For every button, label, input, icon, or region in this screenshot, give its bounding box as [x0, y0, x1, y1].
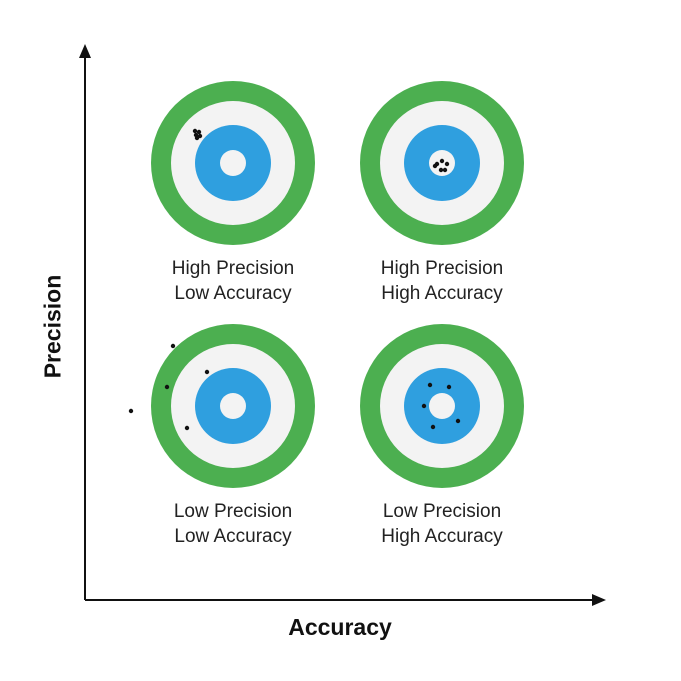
shot-dot: [170, 343, 176, 349]
shot-dot: [439, 158, 445, 164]
y-axis-title: Precision: [39, 274, 66, 379]
x-axis-arrow: [592, 594, 606, 606]
target-label-hp-la: High Precision Low Accuracy: [171, 258, 295, 304]
shot-dot: [427, 382, 433, 388]
shot-dot: [432, 163, 438, 169]
shot-dot: [194, 135, 200, 141]
target-lp-ha: [360, 324, 524, 488]
shot-dot: [430, 424, 436, 430]
shot-dot: [196, 129, 202, 135]
target-hp-la: [151, 81, 315, 245]
shot-dot: [164, 384, 170, 390]
shot-dot: [128, 408, 134, 414]
target-hp-ha: [360, 81, 524, 245]
target-label-lp-la: Low Precision Low Accuracy: [173, 501, 293, 547]
bullseye: [429, 393, 455, 419]
y-axis-arrow: [79, 44, 91, 58]
bullseye: [220, 150, 246, 176]
bullseye: [220, 393, 246, 419]
shot-dot: [184, 425, 190, 431]
x-axis-title: Accuracy: [288, 614, 392, 640]
shot-dot: [455, 418, 461, 424]
shot-dot: [444, 161, 450, 167]
shot-dot: [192, 128, 198, 134]
target-label-lp-ha: Low Precision High Accuracy: [381, 501, 503, 547]
shot-dot: [204, 369, 210, 375]
shot-dot: [446, 384, 452, 390]
shot-dot: [442, 167, 448, 173]
shot-dot: [421, 403, 427, 409]
shot-dot: [438, 167, 444, 173]
target-label-hp-ha: High Precision High Accuracy: [380, 258, 504, 304]
target-lp-la: [128, 324, 315, 488]
